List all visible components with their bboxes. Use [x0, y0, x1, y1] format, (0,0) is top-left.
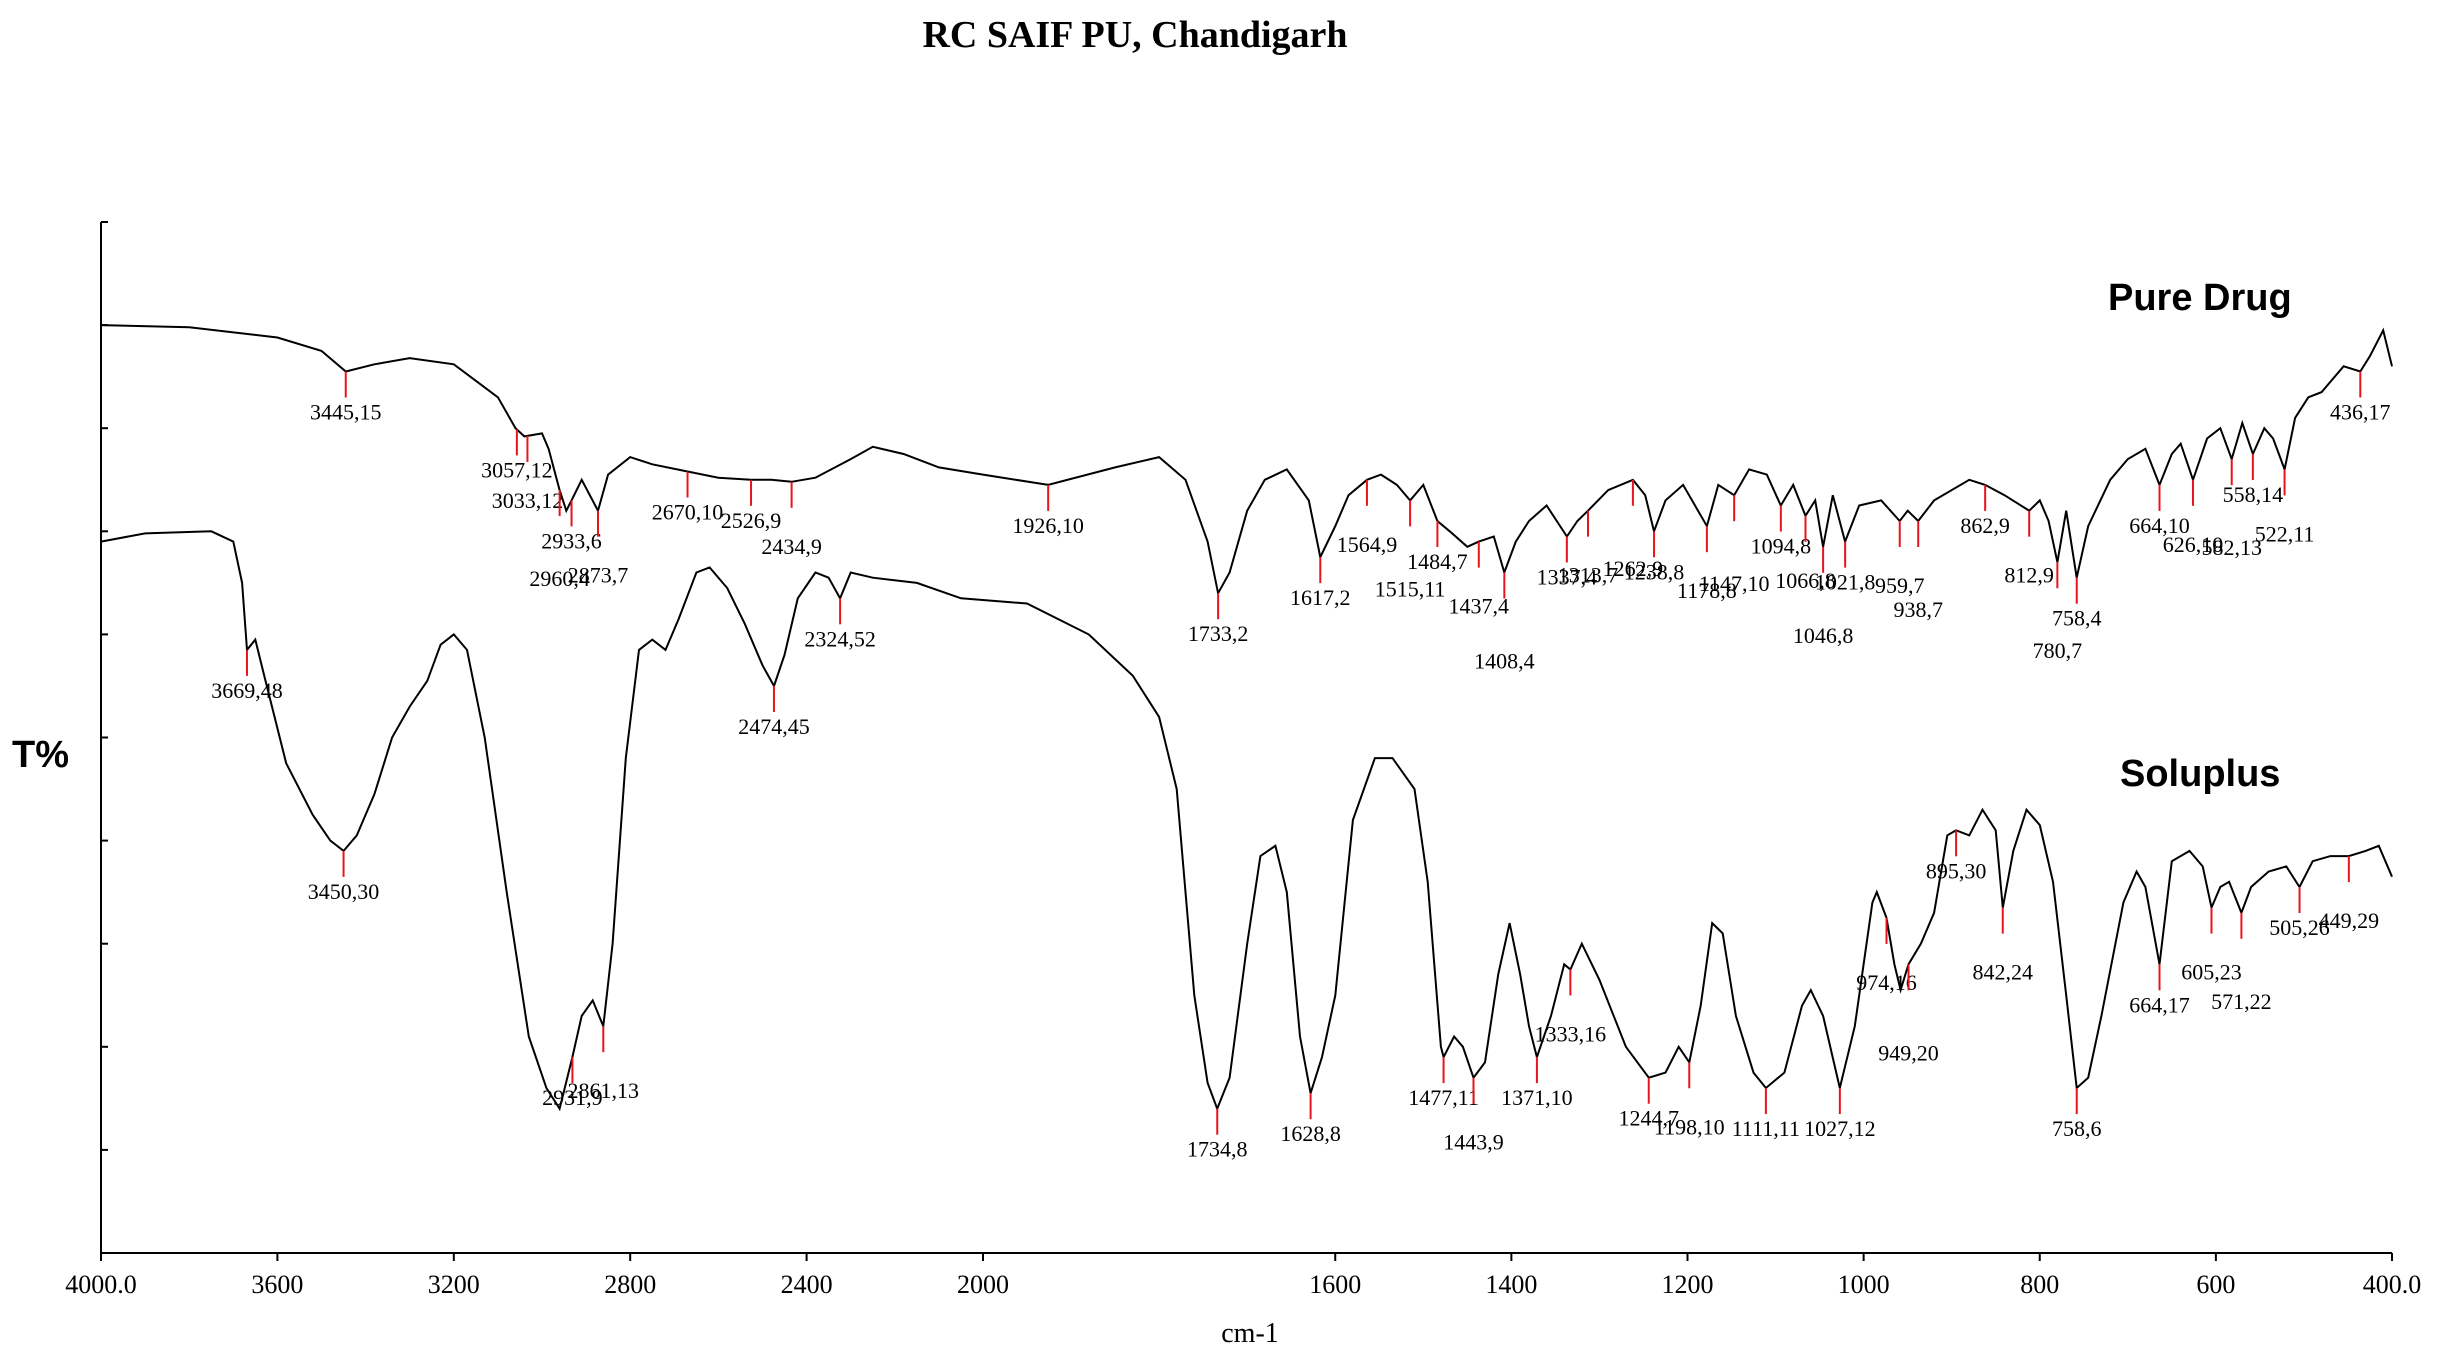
- peak-label: 664,10: [2129, 513, 2190, 538]
- x-tick-label: 1200: [1662, 1270, 1714, 1299]
- peak-label: 571,22: [2211, 989, 2272, 1014]
- peak-label: 1238,8: [1624, 559, 1685, 584]
- peak-label: 2931,9: [542, 1085, 603, 1110]
- peak-label: 949,20: [1878, 1040, 1939, 1065]
- peak-label: 1333,16: [1535, 1021, 1607, 1046]
- peak-label: 758,6: [2052, 1116, 2102, 1141]
- peak-label: 895,30: [1926, 858, 1987, 883]
- spectra: [100, 324, 2393, 1112]
- peak-label: 1147,10: [1699, 571, 1770, 596]
- peak-label: 1371,10: [1501, 1085, 1573, 1110]
- x-tick-label: 400.0: [2363, 1270, 2422, 1299]
- peak-label: 3057,12: [481, 457, 553, 482]
- x-tick-label: 1400: [1485, 1270, 1537, 1299]
- peak-label: 1926,10: [1012, 513, 1084, 538]
- peak-label: 2474,45: [738, 714, 810, 739]
- peak-label: 1733,2: [1188, 621, 1249, 646]
- peak-label: 1244,7: [1619, 1106, 1680, 1131]
- series-label-soluplus: Soluplus: [2120, 753, 2280, 795]
- x-tick-label: 3200: [428, 1270, 480, 1299]
- x-axis-title: cm-1: [1221, 1318, 1279, 1349]
- peak-label: 2933,6: [541, 528, 602, 553]
- peak-label: 2873,7: [568, 563, 629, 588]
- peak-label: 436,17: [2330, 399, 2391, 424]
- peak-label: 522,11: [2255, 521, 2315, 546]
- peak-label: 1021,8: [1815, 570, 1876, 595]
- peak-label: 2861,13: [568, 1078, 640, 1103]
- peak-label: 505,26: [2269, 915, 2330, 940]
- x-tick-label: 1000: [1838, 1270, 1890, 1299]
- peak-label: 1443,9: [1443, 1130, 1504, 1155]
- peak-label: 449,29: [2319, 908, 2380, 933]
- peak-label: 1628,8: [1280, 1121, 1341, 1146]
- peak-label: 1262,9: [1603, 556, 1664, 581]
- peak-label: 812,9: [2004, 563, 2054, 588]
- peak-label: 1198,10: [1654, 1114, 1725, 1139]
- peak-label: 959,7: [1875, 573, 1925, 598]
- peak-label: 2670,10: [652, 500, 724, 525]
- peak-label: 1484,7: [1407, 549, 1468, 574]
- peak-label: 3033,12: [492, 488, 564, 513]
- peak-label: 2434,9: [761, 534, 822, 559]
- x-tick-label: 3600: [251, 1270, 303, 1299]
- peak-label: 780,7: [2033, 638, 2083, 663]
- series-label-pure-drug: Pure Drug: [2108, 277, 2292, 319]
- x-tick-label: 1600: [1309, 1270, 1361, 1299]
- peak-label: 1515,11: [1375, 576, 1446, 601]
- peak-label: 664,17: [2129, 992, 2190, 1017]
- y-axis-title: T%: [12, 734, 69, 776]
- peak-label: 1337,4: [1537, 564, 1598, 589]
- peak-label: 1437,4: [1449, 594, 1510, 619]
- peak-label: 1066,8: [1775, 568, 1836, 593]
- x-tick-label: 2800: [604, 1270, 656, 1299]
- x-tick-label: 800: [2020, 1270, 2059, 1299]
- peak-label: 1027,12: [1804, 1116, 1876, 1141]
- peak-label: 1408,4: [1474, 649, 1535, 674]
- peak-label: 3669,48: [211, 678, 283, 703]
- x-tick-label: 4000.0: [65, 1270, 137, 1299]
- peak-annotations: 3445,15 3057,12 3033,12 2960,4 2933,6 2873,7 2…: [211, 371, 2391, 1162]
- peak-label: 1111,11: [1732, 1116, 1800, 1141]
- peak-label: 1046,8: [1793, 623, 1854, 648]
- peak-label: 1477,11: [1408, 1085, 1479, 1110]
- peak-label: 2960,4: [529, 566, 590, 591]
- peak-label: 1617,2: [1290, 585, 1351, 610]
- peak-label: 758,4: [2052, 606, 2102, 631]
- chart-title: RC SAIF PU, Chandigarh: [922, 14, 1347, 56]
- peak-label: 1734,8: [1187, 1137, 1248, 1162]
- peak-label: 558,14: [2223, 482, 2284, 507]
- series-line-soluplus: [100, 530, 2393, 1112]
- axes: 4000.0 3600 3200 2800 2400 2000 1600 1400 1200 10…: [65, 221, 2422, 1299]
- series-line-pure-drug: [100, 324, 2393, 597]
- peak-label: 2526,9: [721, 508, 782, 533]
- peak-label: 3450,30: [308, 879, 380, 904]
- x-tick-label: 2000: [957, 1270, 1009, 1299]
- peak-label: 605,23: [2181, 960, 2242, 985]
- x-tick-label: 600: [2196, 1270, 2235, 1299]
- peak-label: 626,10: [2163, 532, 2224, 557]
- peak-label: 842,24: [1973, 960, 2034, 985]
- peak-label: 938,7: [1893, 597, 1943, 622]
- peak-label: 1564,9: [1337, 532, 1398, 557]
- peak-label: 974,16: [1856, 970, 1917, 995]
- peak-label: 2324,52: [804, 626, 876, 651]
- peak-label: 862,9: [1960, 513, 2010, 538]
- peak-label: 3445,15: [310, 399, 382, 424]
- peak-label: 1313,7: [1558, 563, 1619, 588]
- peak-label: 582,13: [2201, 535, 2262, 560]
- x-tick-label: 2400: [781, 1270, 833, 1299]
- peak-label: 1178,8: [1677, 578, 1737, 603]
- peak-label: 1094,8: [1751, 534, 1812, 559]
